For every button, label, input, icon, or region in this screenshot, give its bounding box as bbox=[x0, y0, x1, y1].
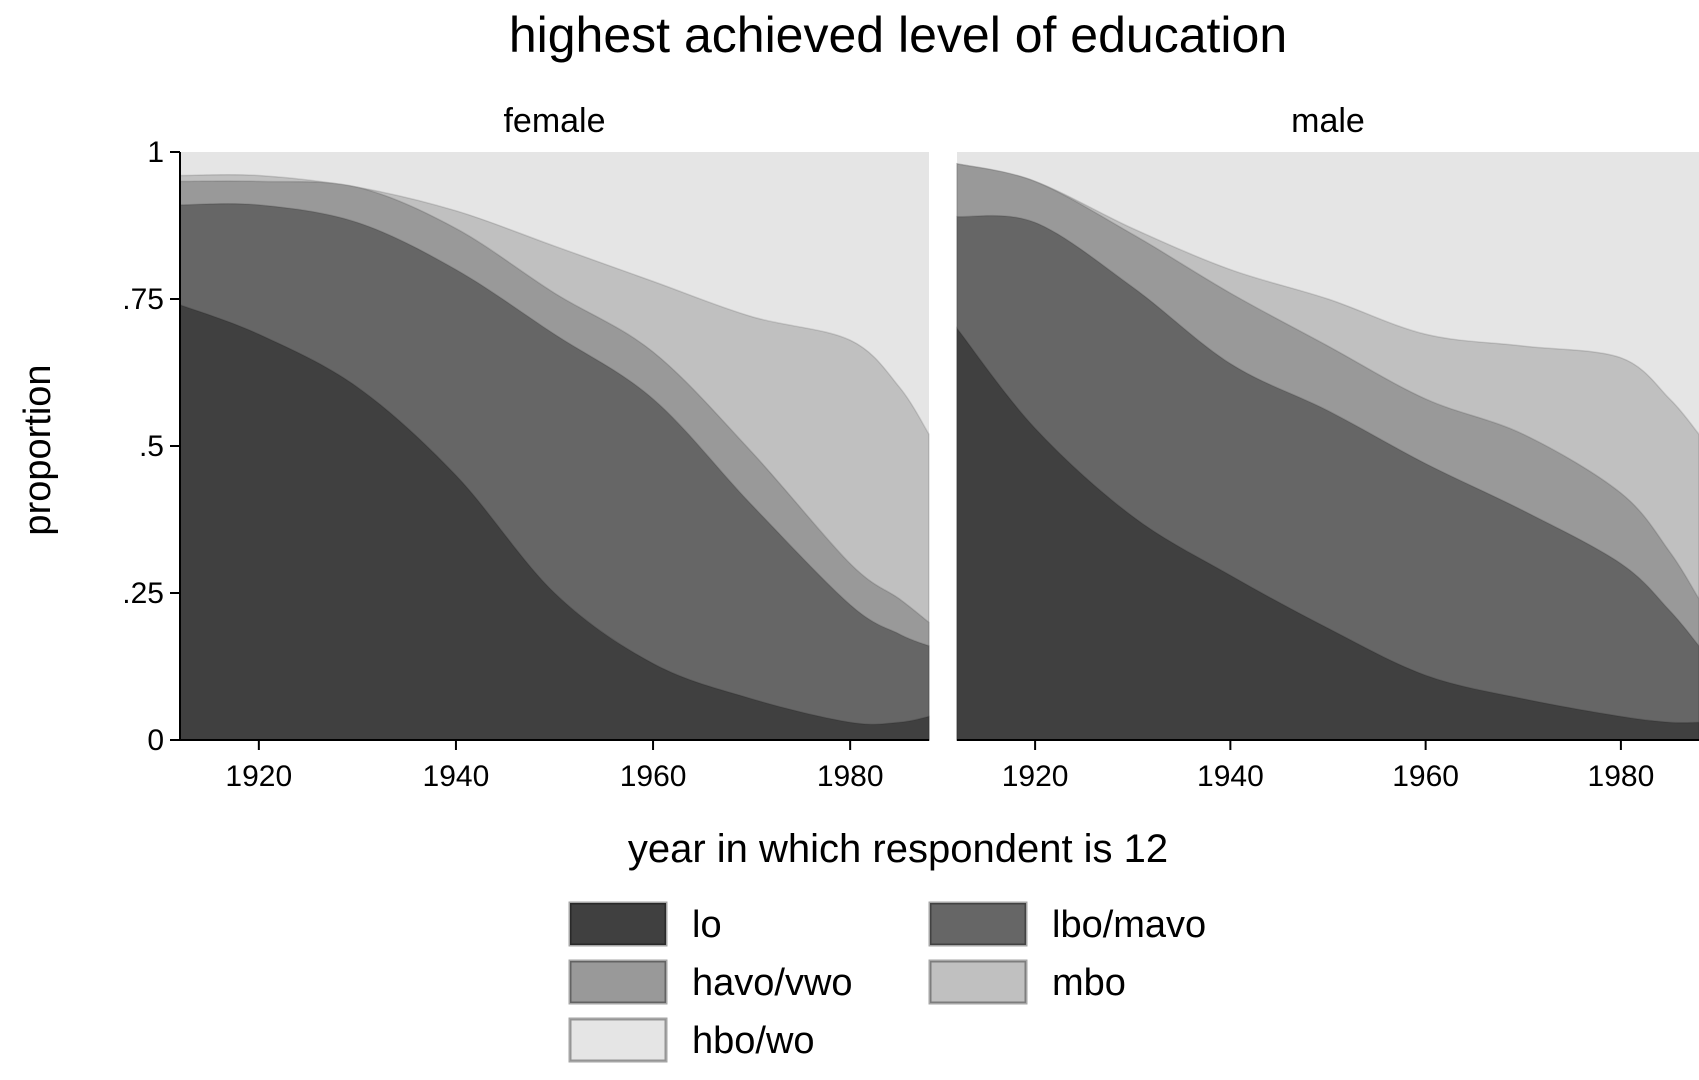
area-lo-female bbox=[179, 303, 930, 741]
area-lo-male bbox=[956, 326, 1699, 741]
legend-item-havo-vwo: havo/vwo bbox=[568, 959, 853, 1005]
legend-label-lbo-mavo: lbo/mavo bbox=[1052, 904, 1206, 946]
panel-female: female 1920 1940 1960 1980 0 .25 .5 .75 1 bbox=[122, 102, 930, 793]
chart-title: highest achieved level of education bbox=[509, 7, 1287, 63]
legend-label-mbo: mbo bbox=[1052, 962, 1126, 1004]
legend-item-hbo-wo: hbo/wo bbox=[568, 1017, 815, 1063]
x-tick-label-female-1960: 1960 bbox=[620, 760, 687, 793]
panel-male: male 1920 1940 1960 1980 bbox=[956, 102, 1699, 793]
panel-label-female: female bbox=[503, 102, 605, 140]
legend-item-lo: lo bbox=[568, 901, 722, 947]
legend-swatch-mbo bbox=[928, 959, 1028, 1005]
panels: female 1920 1940 1960 1980 0 .25 .5 .75 1 male 1920… bbox=[122, 102, 1699, 793]
legend-item-mbo: mbo bbox=[928, 959, 1126, 1005]
x-tick-label-male-1920: 1920 bbox=[1002, 760, 1069, 793]
legend-swatch-havo-vwo bbox=[568, 959, 668, 1005]
legend-label-hbo-wo: hbo/wo bbox=[692, 1020, 815, 1062]
legend-item-lbo-mavo: lbo/mavo bbox=[928, 901, 1206, 947]
x-tick-label-female-1920: 1920 bbox=[225, 760, 292, 793]
x-tick-label-male-1940: 1940 bbox=[1197, 760, 1264, 793]
legend-label-lo: lo bbox=[692, 904, 722, 946]
y-tick-label-3: .75 bbox=[122, 283, 164, 316]
legend-label-havo-vwo: havo/vwo bbox=[692, 962, 853, 1004]
x-tick-label-male-1960: 1960 bbox=[1392, 760, 1459, 793]
x-tick-label-female-1980: 1980 bbox=[817, 760, 884, 793]
y-tick-label-2: .5 bbox=[139, 430, 164, 463]
legend-swatch-hbo-wo bbox=[568, 1017, 668, 1063]
x-tick-label-male-1980: 1980 bbox=[1588, 760, 1655, 793]
legend: lo lbo/mavo havo/vwo mbo hbo/wo bbox=[568, 901, 1206, 1063]
y-tick-label-4: 1 bbox=[147, 136, 164, 169]
x-axis-label: year in which respondent is 12 bbox=[628, 827, 1168, 871]
legend-swatch-lo bbox=[568, 901, 668, 947]
y-axis-label: proportion bbox=[17, 364, 59, 535]
panel-label-male: male bbox=[1291, 102, 1365, 140]
y-tick-label-0: 0 bbox=[147, 724, 164, 757]
legend-swatch-lbo-mavo bbox=[928, 901, 1028, 947]
x-tick-label-female-1940: 1940 bbox=[423, 760, 490, 793]
y-tick-label-1: .25 bbox=[122, 577, 164, 610]
